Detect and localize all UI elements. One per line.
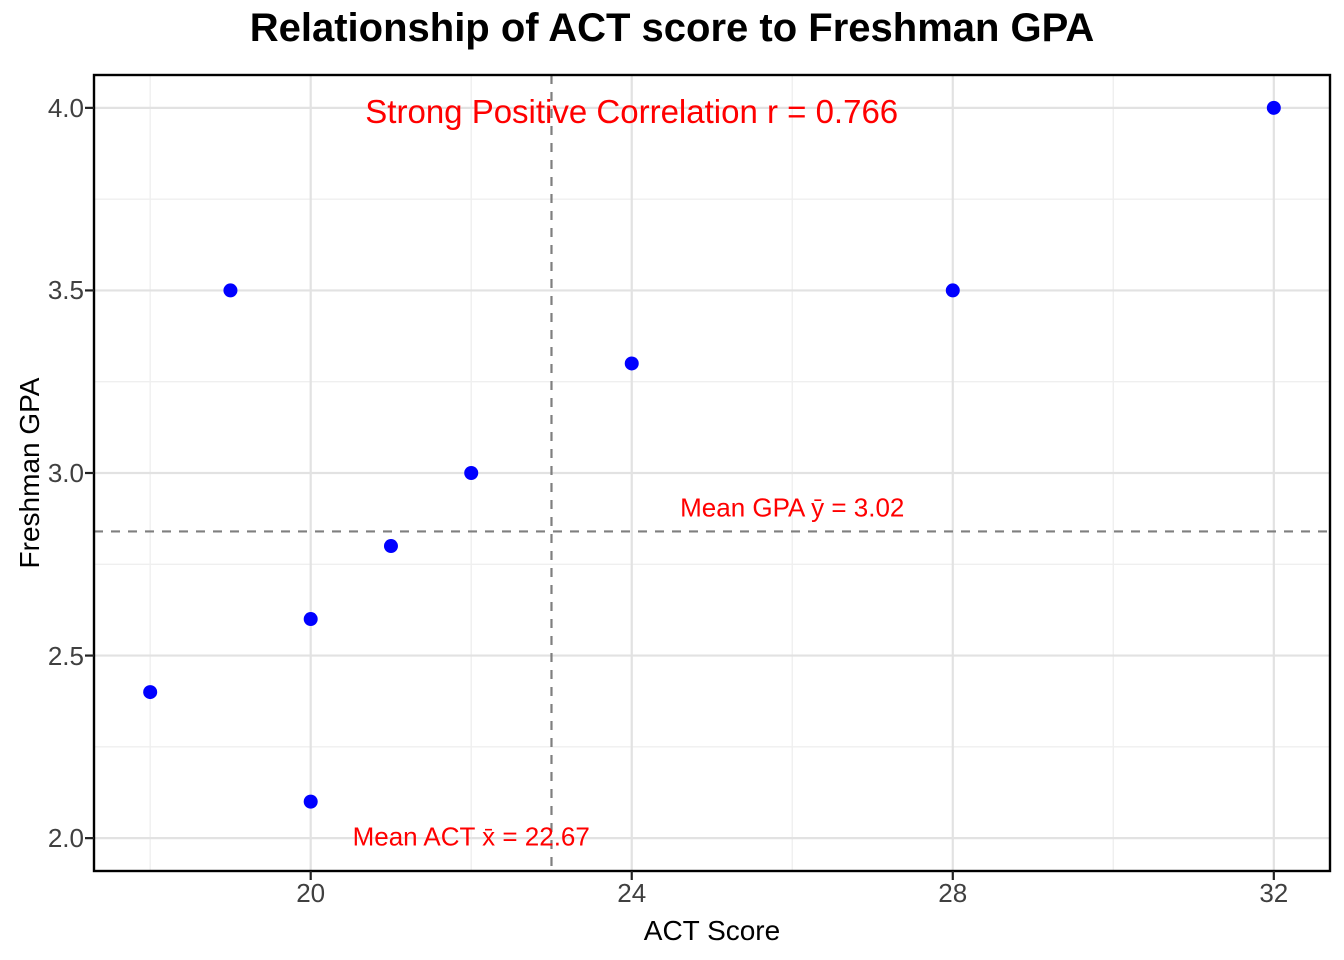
x-tick-label: 28	[938, 878, 968, 908]
x-tick-label: 20	[296, 878, 326, 908]
data-point	[383, 539, 398, 554]
major-gridlines	[94, 75, 1330, 871]
chart-title: Relationship of ACT score to Freshman GP…	[249, 6, 1095, 50]
data-point	[945, 283, 960, 298]
data-point	[1266, 100, 1281, 115]
x-axis-title: ACT Score	[643, 915, 781, 946]
y-tick-label: 2.0	[47, 823, 84, 854]
mean-x-label: Mean ACT x̄ = 22.67	[352, 821, 590, 852]
data-point	[624, 356, 639, 371]
data-points	[143, 100, 1281, 809]
data-point	[303, 612, 318, 627]
y-tick-label: 3.5	[47, 275, 84, 306]
axis-tick-marks	[85, 106, 1275, 880]
y-tick-label: 2.5	[47, 640, 84, 671]
data-point	[223, 283, 238, 298]
x-tick-label: 24	[617, 878, 647, 908]
mean-y-label: Mean GPA ȳ = 3.02	[680, 492, 905, 523]
y-tick-label: 4.0	[47, 92, 84, 123]
data-point	[303, 794, 318, 809]
data-point	[143, 685, 158, 700]
x-tick-label: 32	[1259, 878, 1289, 908]
data-point	[464, 466, 479, 480]
y-tick-label: 3.0	[47, 458, 84, 488]
mean-reference-lines	[94, 75, 1330, 871]
correlation-label: Strong Positive Correlation r = 0.766	[365, 92, 899, 130]
